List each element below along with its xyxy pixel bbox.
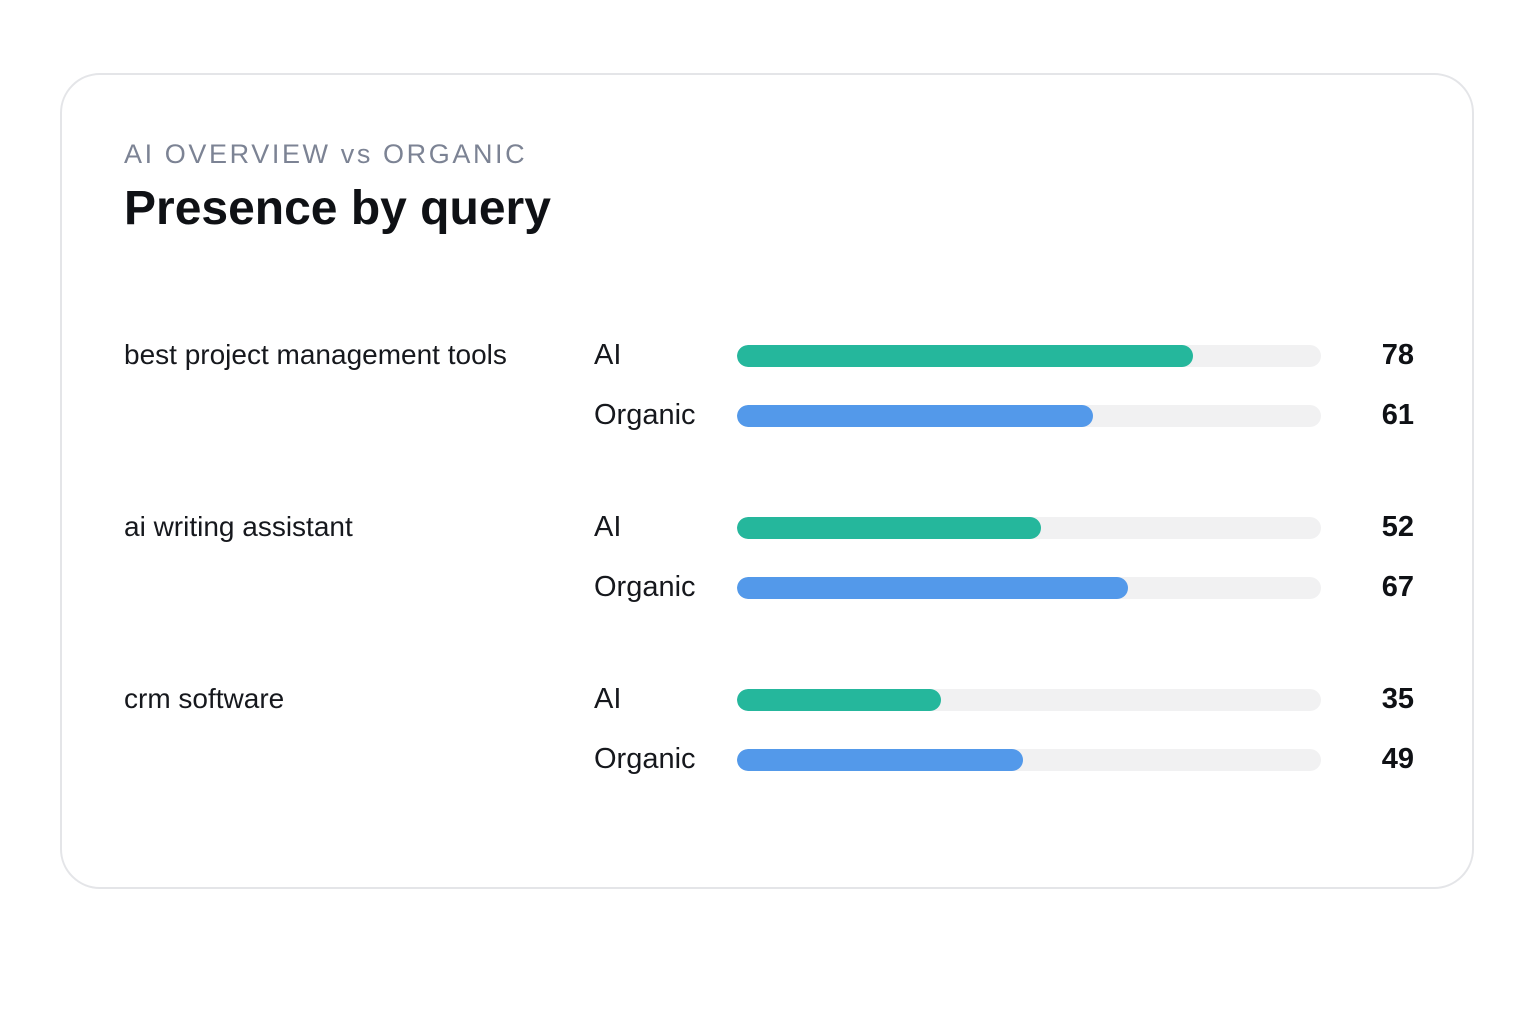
data-label: 35 <box>1381 683 1414 715</box>
query-label: crm software <box>124 683 285 714</box>
bar-track <box>737 689 1321 711</box>
series-label: AI <box>594 683 622 715</box>
bar-ai <box>737 689 942 711</box>
metric-row-organic: Organic 61 <box>62 399 1472 435</box>
query-group: ai writing assistant AI 52 Organic 67 <box>62 511 1472 641</box>
bar-track <box>737 345 1321 367</box>
bar-track <box>737 517 1321 539</box>
chart-title: Presence by query <box>124 182 551 235</box>
metric-row-organic: Organic 49 <box>62 743 1472 779</box>
data-label: 49 <box>1381 743 1414 775</box>
bar-track <box>737 577 1321 599</box>
bar-organic <box>737 749 1024 771</box>
bar-ai <box>737 345 1193 367</box>
metric-row-ai: AI 78 <box>62 339 1472 375</box>
metric-row-organic: Organic 67 <box>62 571 1472 607</box>
query-group: crm software AI 35 Organic 49 <box>62 683 1472 813</box>
query-label: ai writing assistant <box>124 511 353 542</box>
chart-card: AI OVERVIEW vs ORGANIC Presence by query… <box>60 73 1474 889</box>
series-label: AI <box>594 339 622 371</box>
series-label: Organic <box>594 571 696 603</box>
data-label: 67 <box>1381 571 1414 603</box>
query-label: best project management tools <box>124 339 507 370</box>
metric-row-ai: AI 52 <box>62 511 1472 547</box>
data-label: 52 <box>1381 511 1414 543</box>
chart-subtitle: AI OVERVIEW vs ORGANIC <box>124 139 528 169</box>
series-label: Organic <box>594 399 696 431</box>
bar-track <box>737 405 1321 427</box>
data-label: 78 <box>1381 339 1414 371</box>
series-label: AI <box>594 511 622 543</box>
query-group: best project management tools AI 78 Organic… <box>62 339 1472 469</box>
series-label: Organic <box>594 743 696 775</box>
data-label: 61 <box>1381 399 1414 431</box>
bar-organic <box>737 405 1094 427</box>
bar-organic <box>737 577 1129 599</box>
metric-row-ai: AI 35 <box>62 683 1472 719</box>
bar-ai <box>737 517 1041 539</box>
bar-track <box>737 749 1321 771</box>
